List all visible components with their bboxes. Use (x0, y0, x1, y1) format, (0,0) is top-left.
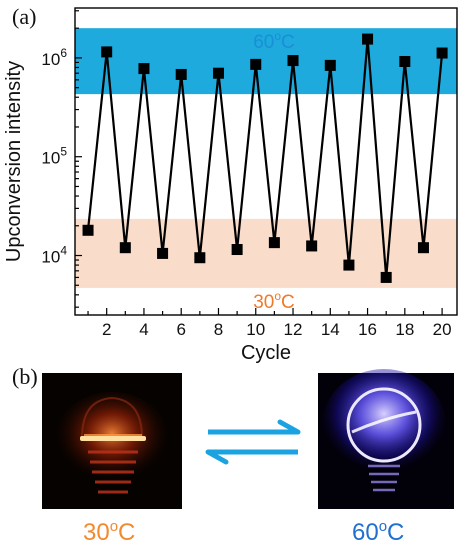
data-point (212, 67, 224, 79)
band-labels: 60oC 30oC (253, 29, 295, 313)
forward-arrow-head-icon (277, 419, 301, 435)
y-axis-title: Upconversion intensity (3, 61, 25, 262)
x-tick-label: 10 (246, 320, 265, 339)
series-line (86, 39, 444, 278)
x-tick-label: 16 (358, 320, 377, 339)
x-axis-title: Cycle (241, 342, 291, 364)
temperature-bands (75, 28, 457, 288)
data-point (306, 240, 318, 252)
band-1 (75, 218, 457, 288)
data-point (343, 259, 355, 271)
data-point (175, 68, 187, 80)
data-point (250, 58, 262, 70)
x-tick-label: 8 (214, 320, 223, 339)
panel-b-label: (b) (12, 364, 38, 389)
data-point (157, 247, 169, 259)
x-tick-label: 20 (433, 320, 452, 339)
data-point (82, 224, 94, 236)
band-label-0: 60oC (253, 29, 295, 53)
data-point (436, 47, 448, 59)
data-point (287, 55, 299, 67)
data-point (324, 59, 336, 71)
x-tick-label: 12 (284, 320, 303, 339)
x-tick-label: 6 (176, 320, 185, 339)
data-point (231, 244, 243, 256)
y-tick-label: 106 (41, 46, 67, 69)
photo-label-60c: 60oC (352, 518, 404, 546)
x-tick-label: 4 (139, 320, 148, 339)
x-tick-label: 14 (321, 320, 340, 339)
x-tick-label: 2 (102, 320, 111, 339)
y-tick-label: 104 (41, 244, 67, 267)
axis-ticks (75, 10, 443, 315)
photo-30c (42, 373, 182, 509)
data-point (380, 271, 392, 283)
data-point (119, 242, 131, 254)
chart: 60oC 30oC 2 4 6 8 10 12 14 16 18 20 104 105 106 Cycle… (3, 7, 458, 364)
data-point (362, 33, 374, 45)
band-0 (75, 28, 457, 95)
y-tick-label: 105 (41, 145, 67, 168)
series-markers (82, 33, 448, 283)
photo-60c (318, 369, 454, 509)
x-tick-label: 18 (395, 320, 414, 339)
equilibrium-arrows (205, 419, 301, 465)
tick-labels: 2 4 6 8 10 12 14 16 18 20 104 105 106 (41, 46, 451, 339)
data-point (268, 237, 280, 249)
photo-label-30c: 30oC (83, 518, 135, 546)
data-point (138, 63, 150, 75)
reverse-arrow-head-icon (205, 449, 229, 465)
panel-a-label: (a) (12, 4, 36, 29)
band-label-1: 30oC (253, 289, 295, 313)
data-point (194, 252, 206, 264)
data-point (101, 46, 113, 58)
data-point (399, 55, 411, 67)
data-point (417, 242, 429, 254)
